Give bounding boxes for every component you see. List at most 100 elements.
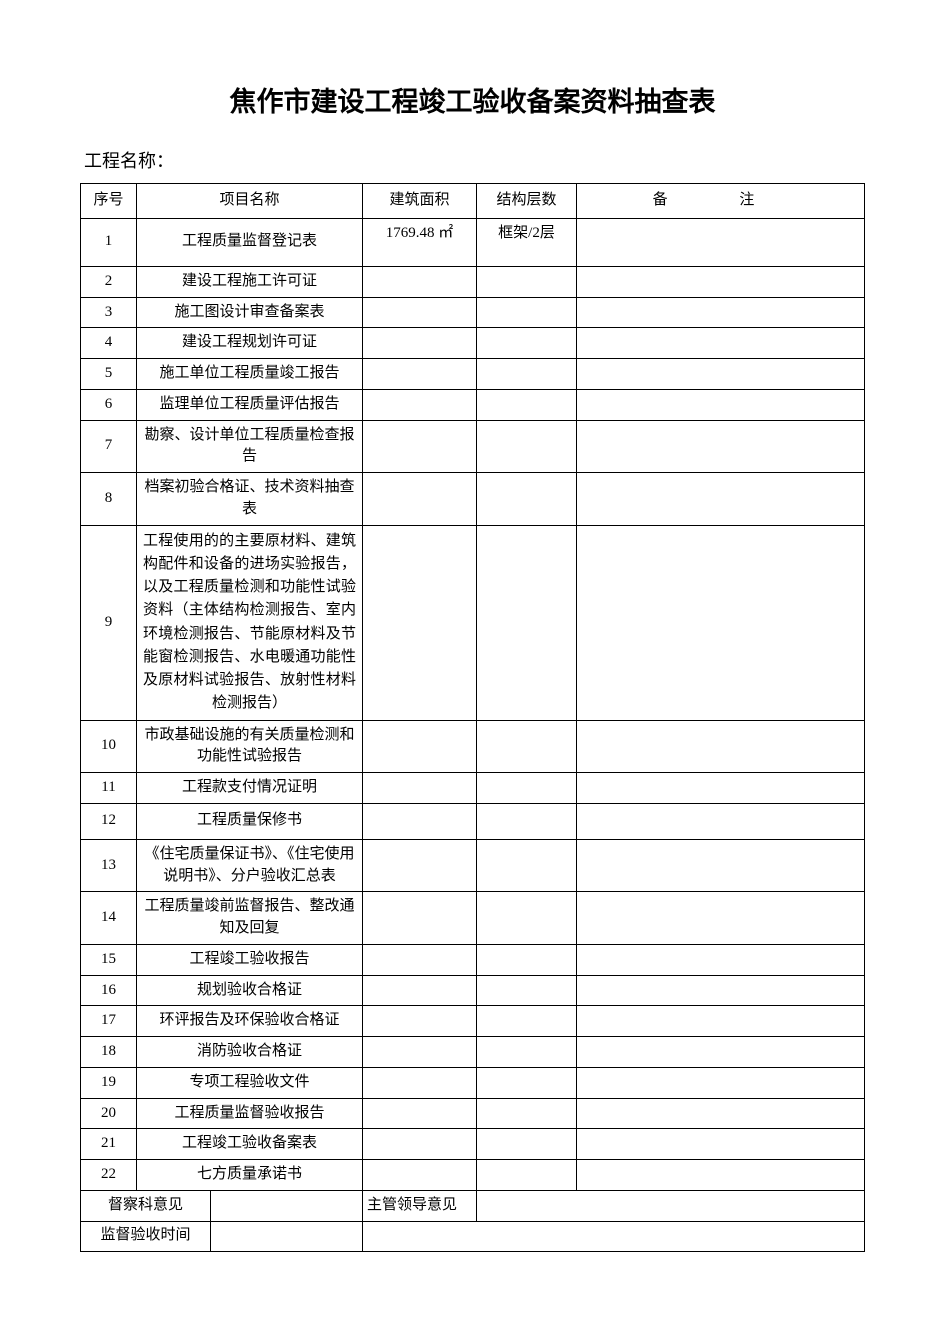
cell-floors bbox=[477, 328, 577, 359]
cell-seq: 21 bbox=[81, 1129, 137, 1160]
cell-floors bbox=[477, 803, 577, 839]
cell-area bbox=[363, 266, 477, 297]
cell-area bbox=[363, 1037, 477, 1068]
cell-area bbox=[363, 297, 477, 328]
cell-floors bbox=[477, 1129, 577, 1160]
table-row: 11 工程款支付情况证明 bbox=[81, 773, 865, 804]
date-label: 监督验收时间 bbox=[81, 1222, 211, 1251]
cell-floors bbox=[477, 839, 577, 892]
cell-note bbox=[577, 389, 865, 420]
date-value-left bbox=[211, 1222, 362, 1251]
table-row: 16 规划验收合格证 bbox=[81, 975, 865, 1006]
table-row: 14 工程质量竣前监督报告、整改通知及回复 bbox=[81, 892, 865, 945]
cell-note bbox=[577, 773, 865, 804]
cell-name: 工程使用的的主要原材料、建筑构配件和设备的进场实验报告，以及工程质量检测和功能性… bbox=[137, 525, 363, 720]
cell-floors bbox=[477, 944, 577, 975]
cell-seq: 6 bbox=[81, 389, 137, 420]
cell-area bbox=[363, 389, 477, 420]
cell-seq: 2 bbox=[81, 266, 137, 297]
cell-name: 监理单位工程质量评估报告 bbox=[137, 389, 363, 420]
cell-name: 勘察、设计单位工程质量检查报告 bbox=[137, 420, 363, 473]
duchake-cell: 督察科意见 bbox=[81, 1190, 363, 1221]
cell-floors bbox=[477, 389, 577, 420]
cell-seq: 1 bbox=[81, 218, 137, 266]
table-row: 9 工程使用的的主要原材料、建筑构配件和设备的进场实验报告，以及工程质量检测和功… bbox=[81, 525, 865, 720]
cell-area bbox=[363, 473, 477, 526]
cell-name: 工程款支付情况证明 bbox=[137, 773, 363, 804]
cell-floors: 框架/2层 bbox=[477, 218, 577, 266]
cell-name: 工程竣工验收报告 bbox=[137, 944, 363, 975]
cell-floors bbox=[477, 1006, 577, 1037]
table-row: 10 市政基础设施的有关质量检测和功能性试验报告 bbox=[81, 720, 865, 773]
cell-name: 工程竣工验收备案表 bbox=[137, 1129, 363, 1160]
cell-name: 施工单位工程质量竣工报告 bbox=[137, 359, 363, 390]
table-row: 7 勘察、设计单位工程质量检查报告 bbox=[81, 420, 865, 473]
table-row: 8 档案初验合格证、技术资料抽查表 bbox=[81, 473, 865, 526]
cell-seq: 16 bbox=[81, 975, 137, 1006]
cell-seq: 12 bbox=[81, 803, 137, 839]
table-header-row: 序号 项目名称 建筑面积 结构层数 备 注 bbox=[81, 184, 865, 219]
table-row: 22 七方质量承诺书 bbox=[81, 1160, 865, 1191]
cell-floors bbox=[477, 420, 577, 473]
cell-note bbox=[577, 420, 865, 473]
inspection-table: 序号 项目名称 建筑面积 结构层数 备 注 1 工程质量监督登记表 1769.4… bbox=[80, 183, 865, 1252]
cell-note bbox=[577, 1129, 865, 1160]
cell-floors bbox=[477, 892, 577, 945]
cell-seq: 18 bbox=[81, 1037, 137, 1068]
cell-floors bbox=[477, 297, 577, 328]
table-row: 15 工程竣工验收报告 bbox=[81, 944, 865, 975]
cell-area bbox=[363, 975, 477, 1006]
cell-note bbox=[577, 839, 865, 892]
date-value bbox=[363, 1221, 865, 1251]
footer-row-2: 监督验收时间 bbox=[81, 1221, 865, 1251]
cell-name: 工程质量监督验收报告 bbox=[137, 1098, 363, 1129]
cell-name: 建设工程规划许可证 bbox=[137, 328, 363, 359]
cell-note bbox=[577, 328, 865, 359]
leader-value bbox=[477, 1190, 865, 1221]
table-row: 17 环评报告及环保验收合格证 bbox=[81, 1006, 865, 1037]
cell-seq: 11 bbox=[81, 773, 137, 804]
cell-note bbox=[577, 975, 865, 1006]
cell-seq: 17 bbox=[81, 1006, 137, 1037]
cell-note bbox=[577, 359, 865, 390]
cell-seq: 14 bbox=[81, 892, 137, 945]
cell-name: 《住宅质量保证书》、《住宅使用说明书》、分户验收汇总表 bbox=[137, 839, 363, 892]
leader-label: 主管领导意见 bbox=[363, 1190, 477, 1221]
cell-name: 市政基础设施的有关质量检测和功能性试验报告 bbox=[137, 720, 363, 773]
cell-floors bbox=[477, 1160, 577, 1191]
cell-name: 专项工程验收文件 bbox=[137, 1067, 363, 1098]
cell-note bbox=[577, 1037, 865, 1068]
header-area: 建筑面积 bbox=[363, 184, 477, 219]
cell-seq: 22 bbox=[81, 1160, 137, 1191]
header-note: 备 注 bbox=[577, 184, 865, 219]
cell-name: 工程质量保修书 bbox=[137, 803, 363, 839]
cell-note bbox=[577, 525, 865, 720]
table-row: 12 工程质量保修书 bbox=[81, 803, 865, 839]
cell-area bbox=[363, 1067, 477, 1098]
duchake-value bbox=[211, 1191, 362, 1221]
cell-note bbox=[577, 473, 865, 526]
cell-area: 1769.48 ㎡ bbox=[363, 218, 477, 266]
cell-area bbox=[363, 1098, 477, 1129]
cell-floors bbox=[477, 359, 577, 390]
cell-note bbox=[577, 218, 865, 266]
table-row: 1 工程质量监督登记表 1769.48 ㎡ 框架/2层 bbox=[81, 218, 865, 266]
cell-name: 规划验收合格证 bbox=[137, 975, 363, 1006]
cell-name: 档案初验合格证、技术资料抽查表 bbox=[137, 473, 363, 526]
cell-name: 消防验收合格证 bbox=[137, 1037, 363, 1068]
table-row: 3 施工图设计审查备案表 bbox=[81, 297, 865, 328]
cell-area bbox=[363, 773, 477, 804]
cell-name: 建设工程施工许可证 bbox=[137, 266, 363, 297]
cell-floors bbox=[477, 720, 577, 773]
cell-seq: 20 bbox=[81, 1098, 137, 1129]
cell-note bbox=[577, 944, 865, 975]
cell-note bbox=[577, 1067, 865, 1098]
cell-floors bbox=[477, 1037, 577, 1068]
duchake-label: 督察科意见 bbox=[81, 1191, 211, 1221]
table-row: 18 消防验收合格证 bbox=[81, 1037, 865, 1068]
cell-name: 施工图设计审查备案表 bbox=[137, 297, 363, 328]
table-row: 21 工程竣工验收备案表 bbox=[81, 1129, 865, 1160]
cell-note bbox=[577, 266, 865, 297]
cell-seq: 8 bbox=[81, 473, 137, 526]
cell-name: 环评报告及环保验收合格证 bbox=[137, 1006, 363, 1037]
